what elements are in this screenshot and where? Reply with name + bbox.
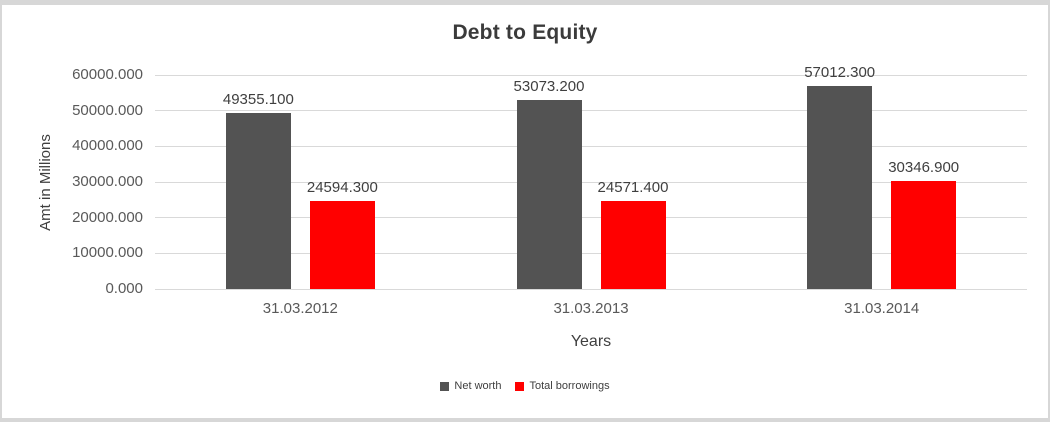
data-label: 49355.100 [222, 91, 294, 108]
bar-group: 49355.100 24594.300 [155, 75, 446, 289]
data-label: 53073.200 [513, 77, 585, 95]
bar-total-borrowings [309, 201, 375, 289]
y-tick-label: 20000.000 [72, 208, 143, 226]
chart-title: Debt to Equity [452, 21, 598, 44]
y-tick-label: 60000.000 [72, 66, 143, 83]
gridlines [155, 74, 1027, 290]
x-tick-labels: 31.03.2012 31.03.2013 31.03.2014 [155, 300, 1027, 317]
x-axis-title: Years [570, 333, 612, 350]
bar-cell: 24571.400 [597, 179, 669, 289]
bar-cell: 24594.300 [306, 179, 378, 289]
legend-item: Net worth [440, 380, 501, 392]
bar-groups: 49355.100 24594.300 53073.200 24571.400 5701… [155, 64, 1027, 289]
bar-cell: 30346.900 [888, 158, 960, 289]
plot-area: 49355.100 24594.300 53073.200 24571.400 5701… [155, 64, 1027, 290]
bar-group: 53073.200 24571.400 [446, 75, 737, 289]
data-label: 24594.300 [306, 179, 378, 197]
y-tick-label: 30000.000 [72, 173, 143, 190]
data-label: 24571.400 [597, 179, 669, 197]
gridline [155, 181, 1027, 183]
x-tick-label: 31.03.2014 [844, 300, 920, 317]
gridline [155, 110, 1027, 112]
y-tick-label: 50000.000 [72, 101, 143, 119]
x-tick-label: 31.03.2013 [553, 300, 629, 317]
gridline [155, 288, 1027, 290]
bar-total-borrowings [600, 201, 666, 289]
bar-net-worth [516, 99, 582, 289]
bar-net-worth [807, 85, 873, 289]
legend-item: Total borrowings [515, 380, 610, 392]
legend-label: Total borrowings [529, 380, 610, 392]
legend-swatch-icon [440, 381, 450, 391]
y-tick-label: 0.000 [105, 280, 143, 297]
data-label: 30346.900 [888, 158, 960, 176]
gridline [155, 252, 1027, 254]
gridline [155, 217, 1027, 219]
legend-swatch-icon [515, 381, 525, 391]
gridline [155, 74, 1027, 76]
bar-net-worth [225, 113, 291, 289]
bar-group: 57012.300 30346.900 [736, 64, 1027, 289]
bar-cell: 57012.300 [804, 63, 876, 289]
x-tick-label: 31.03.2012 [262, 300, 338, 317]
legend: Net worth Total borrowings [2, 380, 1048, 392]
bar-total-borrowings [891, 180, 957, 289]
bar-cell: 49355.100 [222, 91, 294, 289]
bar-cell: 53073.200 [513, 77, 585, 289]
gridline [155, 145, 1027, 147]
y-tick-label: 10000.000 [72, 244, 143, 262]
data-label: 57012.300 [804, 63, 876, 81]
legend-label: Net worth [454, 380, 502, 392]
y-tick-label: 40000.000 [72, 137, 143, 155]
